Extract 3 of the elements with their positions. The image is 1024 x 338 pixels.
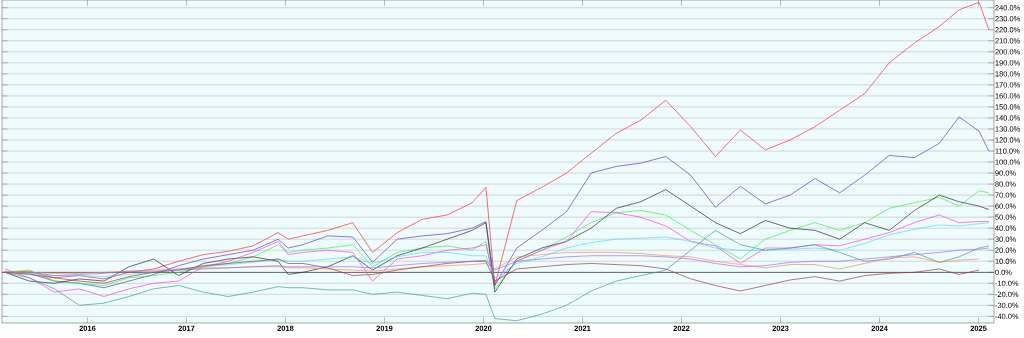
line-series bbox=[4, 258, 980, 292]
line-series bbox=[4, 211, 990, 297]
line-series bbox=[4, 230, 990, 322]
